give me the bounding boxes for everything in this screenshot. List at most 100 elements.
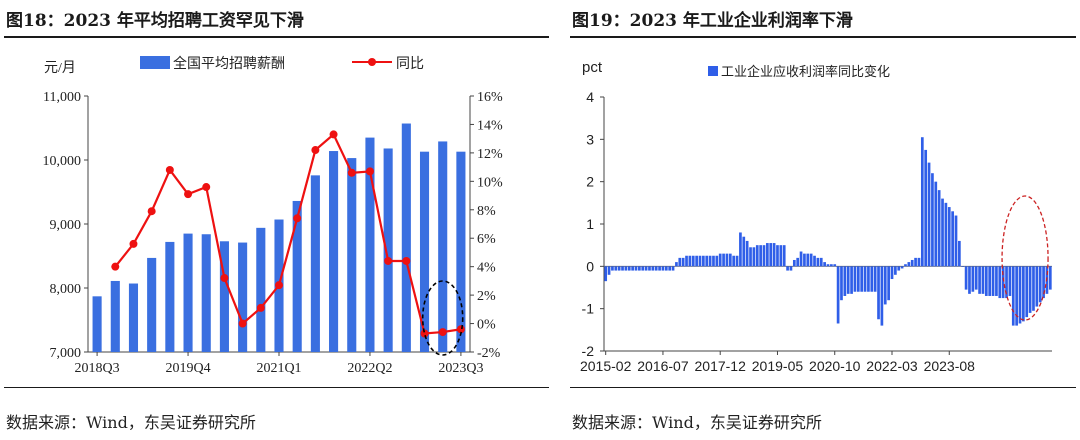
right-bar <box>715 255 719 267</box>
right-bar <box>1005 266 1008 299</box>
right-bar <box>644 266 648 271</box>
right-x-tick-label: 2016-07 <box>637 358 689 374</box>
right-bar <box>846 266 850 294</box>
left-y2-tick-label: 8% <box>477 204 496 219</box>
left-y-tick-label: 8,000 <box>50 282 82 297</box>
right-y-tick-label: 3 <box>586 131 594 147</box>
left-y-tick-label: 7,000 <box>50 346 82 361</box>
right-bar <box>789 266 793 271</box>
right-bar <box>722 253 725 267</box>
right-bar <box>695 255 698 267</box>
left-source-note: 数据来源：Wind，东吴证券研究所 <box>6 413 256 432</box>
left-x-tick-label: 2021Q1 <box>256 361 301 376</box>
right-bar <box>772 243 776 267</box>
right-bar <box>843 266 847 296</box>
left-line-point <box>256 303 265 312</box>
right-bar <box>826 264 830 267</box>
left-legend-bar-swatch <box>140 56 170 69</box>
right-bar <box>799 251 803 267</box>
left-line-point <box>111 262 120 271</box>
left-line-point <box>456 325 465 334</box>
right-bar <box>604 266 608 282</box>
left-x-tick-label: 2022Q2 <box>347 361 392 376</box>
right-bar <box>883 266 887 305</box>
right-bar <box>897 266 901 271</box>
left-x-tick-label: 2023Q3 <box>438 361 483 376</box>
left-bar <box>365 137 375 352</box>
right-bar <box>638 266 641 271</box>
left-chart: 元/月 全国平均招聘薪酬 同比 7,000 8,000 9,000 10,000 11,000… <box>43 55 504 376</box>
right-bar <box>627 266 631 271</box>
left-bar <box>92 296 102 352</box>
right-bar <box>995 266 998 296</box>
right-legend-label: 工业企业应收利润率同比变化 <box>721 64 890 79</box>
right-bar <box>779 245 783 267</box>
left-bar <box>183 233 193 352</box>
right-x-tick-label: 2019-05 <box>752 358 804 374</box>
left-bar <box>456 151 466 352</box>
right-bar <box>803 253 806 267</box>
right-bar <box>1015 266 1018 326</box>
right-bar <box>792 259 796 267</box>
right-bar <box>1001 266 1005 299</box>
right-bar <box>961 266 965 267</box>
left-bar <box>383 148 393 352</box>
right-bar <box>870 266 874 292</box>
right-bar <box>617 266 621 271</box>
right-bar <box>1025 266 1029 318</box>
right-bar <box>624 266 628 271</box>
right-bar <box>813 255 816 267</box>
left-line-point <box>165 165 174 174</box>
right-bar <box>631 266 634 271</box>
right-bar <box>702 255 705 267</box>
left-legend-line-label: 同比 <box>396 56 424 72</box>
right-bar <box>796 257 800 267</box>
right-bar <box>708 255 712 267</box>
left-line-point <box>202 183 211 192</box>
right-bar <box>755 245 759 267</box>
right-bar <box>671 266 675 271</box>
right-bar <box>991 266 995 296</box>
right-chart-wrapper: pct 工业企业应收利润率同比变化 -2 -1 0 1 2 3 4 2015-02 2016-07 2… <box>560 40 1080 385</box>
left-bar <box>347 158 357 352</box>
right-bar <box>954 215 958 267</box>
left-line-point <box>347 168 356 177</box>
right-bar <box>634 266 638 271</box>
left-line-point <box>438 328 447 337</box>
left-y2-tick-label: 12% <box>477 147 503 162</box>
right-bar <box>914 257 917 267</box>
left-bottom-rule <box>4 387 549 388</box>
right-bar <box>974 266 978 290</box>
right-bar <box>816 257 820 267</box>
right-bar <box>806 253 810 267</box>
left-line-point <box>329 130 338 139</box>
right-bar <box>742 236 746 267</box>
left-line-point <box>420 329 429 338</box>
right-bar <box>739 232 742 267</box>
left-bar <box>419 151 430 352</box>
right-bar <box>745 240 749 267</box>
left-bar <box>219 241 229 352</box>
right-bar <box>1048 266 1052 290</box>
right-highlight-ellipse <box>1001 195 1049 321</box>
left-line-point <box>238 319 247 328</box>
right-bar <box>840 266 843 301</box>
left-line-point <box>365 167 374 176</box>
left-y2-tick-label: 4% <box>477 261 496 276</box>
left-legend-bar-label: 全国平均招聘薪酬 <box>173 55 285 72</box>
right-bar <box>654 266 658 271</box>
right-bar <box>917 257 921 267</box>
left-y-unit: 元/月 <box>44 60 76 76</box>
left-bar <box>438 141 448 352</box>
left-line-point <box>402 256 411 265</box>
right-y-tick-label: 1 <box>586 216 594 232</box>
right-bar <box>668 266 672 271</box>
left-x-tick-label: 2018Q3 <box>75 361 120 376</box>
right-y-tick-label: 0 <box>586 258 594 274</box>
left-line-point <box>293 214 302 223</box>
right-bar <box>830 264 833 267</box>
right-bar <box>1022 266 1025 322</box>
right-bar <box>607 266 611 275</box>
right-y-tick-label: 2 <box>586 174 594 190</box>
left-y-tick-label: 10,000 <box>43 154 82 169</box>
